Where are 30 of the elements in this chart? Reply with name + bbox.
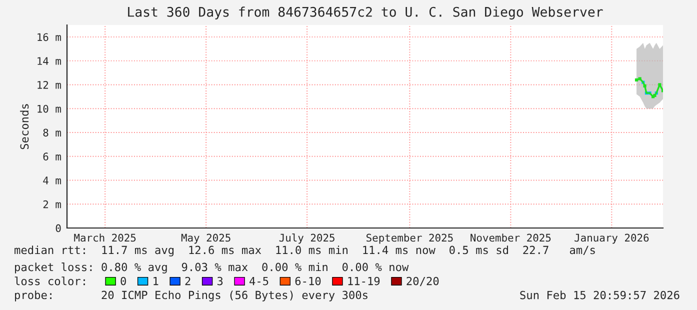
- legend-label: 3: [217, 276, 223, 286]
- legend-label: 6-10: [295, 276, 321, 286]
- legend-label: 1: [154, 276, 158, 286]
- legend-title: loss color:: [14, 276, 85, 286]
- y-tick-label: 2 m: [43, 200, 61, 208]
- y-tick-label: 8 m: [43, 128, 61, 137]
- y-axis-title: Seconds: [20, 104, 29, 150]
- x-tick-label: November 2025: [470, 234, 551, 242]
- y-tick-label: 0: [56, 224, 61, 232]
- y-tick-label: 16 m: [38, 33, 61, 42]
- text: Sun Feb 15 20:59:57 2026: [520, 290, 680, 300]
- x-tick-label: January 2026: [574, 234, 649, 244]
- y-tick-label: 6 m: [43, 152, 61, 160]
- x-tick-label: September 2025: [366, 234, 453, 244]
- y-tick-label: 12 m: [38, 80, 61, 89]
- x-tick-label: May 2025: [181, 234, 230, 244]
- y-tick-label: 14 m: [38, 57, 61, 65]
- legend-label: 0: [120, 276, 126, 286]
- text: median rtt: 11.7 ms avg 12.6 ms max 11.0 ms min 11.4 ms now 0.5 ms sd 22.7 am/s: [14, 246, 595, 256]
- x-tick-label: July 2025: [279, 234, 334, 244]
- legend-label: 11-19: [348, 276, 380, 286]
- x-tick-label: March 2025: [74, 234, 136, 242]
- text: probe: 20 ICMP Echo Pings (56 Bytes) every 300s: [15, 290, 368, 302]
- legend-label: 4-5: [250, 276, 268, 286]
- legend-label: 20/20: [406, 276, 439, 286]
- legend-label: 2: [185, 276, 190, 286]
- text: packet loss: 0.80 % avg 9.03 % max 0.00 % min 0.00 % now: [15, 262, 409, 274]
- y-tick-label: 10 m: [38, 104, 61, 113]
- chart-title: Last 360 Days from 8467364657c2 to U. C. San Diego Webserver: [128, 6, 603, 20]
- y-tick-label: 4 m: [43, 176, 61, 184]
